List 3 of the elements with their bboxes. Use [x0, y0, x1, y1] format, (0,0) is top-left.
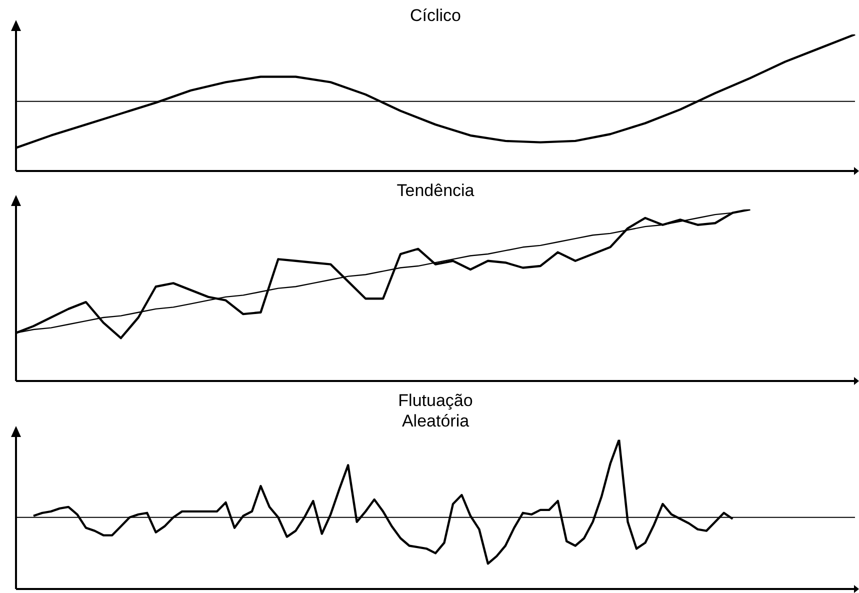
chart-title: Flutuação Aleatória	[398, 390, 473, 430]
chart-title: Cíclico	[410, 6, 462, 25]
chart-title: Tendência	[396, 180, 475, 200]
